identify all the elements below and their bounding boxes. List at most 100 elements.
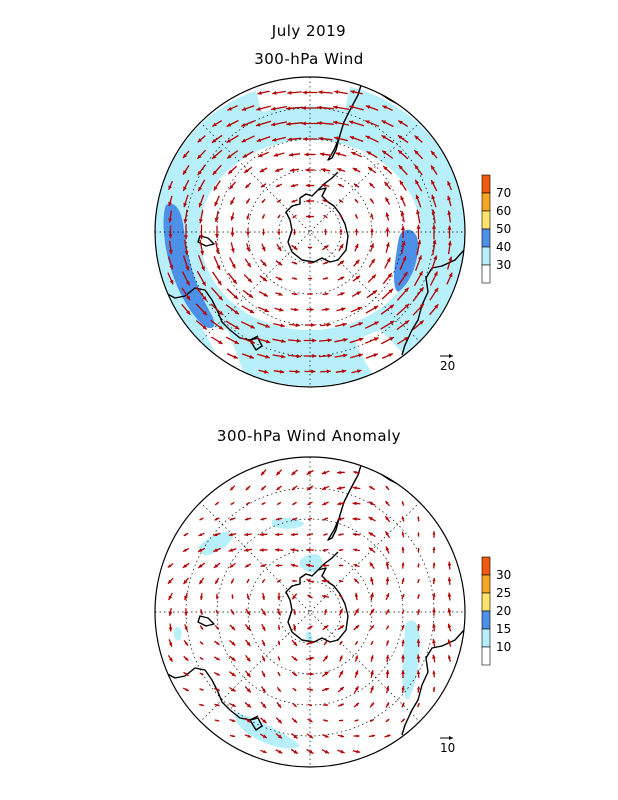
wind-arrow-head xyxy=(201,266,205,271)
wind-arrow-head xyxy=(168,642,173,647)
wind-arrow-head xyxy=(247,580,249,583)
africa-coast xyxy=(401,249,465,356)
map-border xyxy=(154,456,466,768)
wind-arrow-head xyxy=(417,686,420,690)
wind-arrow-head xyxy=(280,323,285,328)
jet-core-east xyxy=(394,229,419,292)
wind-arrow-head xyxy=(335,152,341,156)
wind-arrow-head xyxy=(323,533,326,536)
wind-arrow-head xyxy=(371,641,373,644)
wind-arrow-head xyxy=(234,325,240,330)
colorbar-segment xyxy=(481,592,491,612)
wind-arrow-head xyxy=(324,609,327,613)
colorbar-segment xyxy=(481,610,491,630)
wind-arrow-head xyxy=(416,624,421,628)
wind-arrow-head xyxy=(402,718,405,722)
wind-arrow-head xyxy=(245,517,249,521)
wind-arrow-head xyxy=(261,596,266,600)
wind-arrow-head xyxy=(352,501,357,506)
wind-arrow-head xyxy=(249,354,254,359)
wind-arrow-head xyxy=(201,688,204,691)
wind-arrow-head xyxy=(232,279,237,284)
wind-arrow-head xyxy=(293,246,298,250)
wind-arrow-head xyxy=(214,201,219,207)
date-title: July 2019 xyxy=(271,22,347,40)
wind-arrow-head xyxy=(183,153,188,159)
wind-arrow-head xyxy=(374,337,379,342)
wind-arrow-head xyxy=(287,137,292,142)
wind-arrow-head xyxy=(307,533,311,536)
wind-arrow-head xyxy=(385,577,390,582)
wind-arrow-head xyxy=(400,195,405,201)
wind-arrow-head xyxy=(245,564,249,568)
wind-arrow-head xyxy=(262,734,267,738)
wind-arrow-head xyxy=(389,304,394,309)
wind-arrow-head xyxy=(311,323,315,327)
wind-arrow-head xyxy=(291,486,296,491)
wind-arrow-head xyxy=(169,265,174,270)
wind-arrow-head xyxy=(401,516,405,520)
wind-arrow-head xyxy=(261,611,266,616)
wind-arrow-head xyxy=(387,734,391,738)
wind-arrow-head xyxy=(279,307,284,312)
wind-arrow-head xyxy=(202,296,207,301)
wind-arrow-head xyxy=(286,122,291,126)
wind-arrow-head xyxy=(276,486,280,491)
wind-arrow-head xyxy=(293,704,297,707)
colorbar-tick-label: 40 xyxy=(496,240,511,254)
wind-arrow-head xyxy=(368,547,374,552)
wind-arrow-head xyxy=(354,592,359,597)
wind-arrow-head xyxy=(447,608,452,613)
wind-arrow-head xyxy=(259,168,265,172)
wind-arrow-head xyxy=(265,324,270,328)
wind-arrow-head xyxy=(276,184,280,187)
wind-arrow-head xyxy=(261,471,265,476)
wind-arrow-head xyxy=(432,623,436,628)
wind-arrow-head xyxy=(325,277,329,280)
wind-arrow-head xyxy=(365,105,371,109)
wind-arrow-head xyxy=(339,199,342,202)
wind-arrow-head xyxy=(259,548,264,552)
anomaly-shade xyxy=(305,631,313,643)
wind-arrow-head xyxy=(218,310,224,316)
wind-arrow-head xyxy=(309,656,314,661)
wind-arrow-head xyxy=(306,199,310,203)
wind-arrow-head xyxy=(343,338,348,342)
antarctic-peninsula xyxy=(317,171,339,191)
wind-arrow-head xyxy=(386,625,389,628)
wind-arrow-head xyxy=(246,657,251,662)
wind-arrow-head xyxy=(244,168,249,173)
wind-arrow-head xyxy=(198,533,203,536)
wind-arrow-head xyxy=(352,517,357,521)
wind-arrow-head xyxy=(388,288,393,294)
wind-arrow-head xyxy=(309,719,313,722)
wind-arrow-head xyxy=(370,198,374,202)
wind-arrow-head xyxy=(184,642,188,646)
wind-arrow-head xyxy=(214,217,219,223)
wind-arrow-head xyxy=(293,688,297,691)
wind-arrow-head xyxy=(261,486,265,490)
wind-arrow-head xyxy=(357,307,362,311)
anomaly-vectors xyxy=(167,469,452,755)
wind-arrow-head xyxy=(366,151,372,156)
wind-arrow-head xyxy=(218,325,224,330)
colorbar-segment xyxy=(481,556,491,576)
wind-arrow-head xyxy=(365,135,370,140)
wind-arrow-head xyxy=(418,271,423,276)
wind-arrow-head xyxy=(246,247,250,252)
wind-arrow-head xyxy=(216,719,220,722)
wind-arrow-head xyxy=(398,150,403,155)
wind-arrow-head xyxy=(327,338,332,343)
wind-arrow-head xyxy=(293,611,296,615)
wind-arrow-head xyxy=(370,228,374,232)
wind-arrow-head xyxy=(215,580,219,584)
colorbar-segment xyxy=(481,646,491,666)
wind-arrow-head xyxy=(370,243,374,248)
wind-arrow-head xyxy=(183,170,187,175)
wind-arrow-head xyxy=(368,532,373,537)
wind-arrow-head xyxy=(418,255,422,260)
wind-arrow-head xyxy=(388,353,393,357)
wind-arrow-head xyxy=(307,594,311,598)
wind-arrow-head xyxy=(340,703,344,707)
